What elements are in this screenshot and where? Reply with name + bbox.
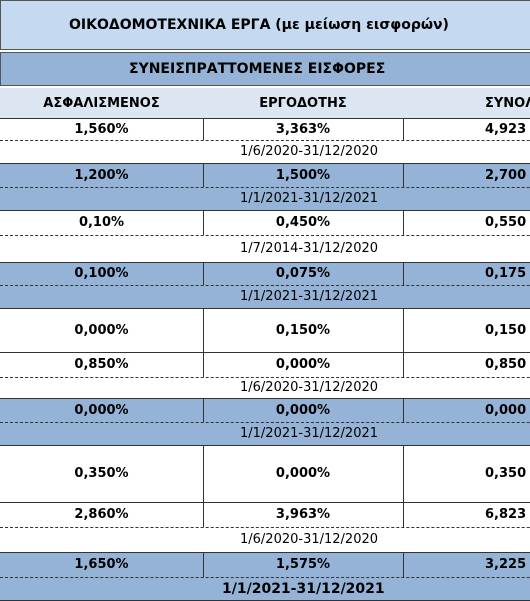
value-cell: 0,100% (74, 266, 129, 281)
value-cell: 0,550 (485, 215, 527, 230)
column-border (403, 398, 404, 422)
column-header: ΣΥΝΟΛ (485, 95, 530, 111)
value-cell: 4,923 (485, 121, 527, 137)
period-cell: 1/1/2021-31/12/2021 (240, 426, 379, 441)
period-cell: 1/1/2021-31/12/2021 (240, 191, 379, 206)
value-cell: 1,575% (275, 557, 331, 572)
row-border (0, 552, 530, 553)
value-cell: 0,000% (74, 402, 129, 418)
column-border (203, 352, 204, 377)
row-border (0, 445, 530, 446)
value-cell: 0,850% (74, 357, 129, 372)
column-border (203, 552, 204, 577)
column-border (403, 118, 404, 140)
row-background (0, 163, 530, 210)
column-border (403, 210, 404, 235)
row-background (0, 445, 530, 502)
column-border (403, 552, 404, 577)
column-header: ΑΣΦΑΛΙΣΜΕΝΟΣ (43, 95, 160, 111)
table-title: ΟΙΚΟΔΟΜΟΤΕΧΝΙΚΑ ΕΡΓΑ (με μείωση εισφορών… (0, 0, 530, 50)
row-border (0, 163, 530, 164)
row-background (0, 210, 530, 262)
row-border (0, 502, 530, 503)
header-row (0, 88, 530, 118)
value-cell: 1,500% (275, 167, 331, 183)
value-cell: 0,000 (485, 402, 527, 418)
row-background (0, 308, 530, 352)
value-cell: 0,450% (275, 215, 331, 230)
value-cell: 2,860% (74, 507, 129, 522)
dashed-separator (0, 187, 530, 188)
value-cell: 1,560% (74, 121, 129, 137)
dashed-separator (0, 235, 530, 236)
value-cell: 0,075% (275, 266, 331, 281)
value-cell: 0,000% (275, 357, 331, 372)
dashed-separator (0, 377, 530, 378)
value-cell: 0,000% (74, 322, 129, 338)
value-cell: 3,963% (275, 507, 331, 522)
column-border (203, 502, 204, 527)
table-subtitle: ΣΥΝΕΙΣΠΡΑΤΤΟΜΕΝΕΣ ΕΙΣΦΟΡΕΣ (0, 52, 530, 86)
column-border (403, 308, 404, 352)
period-cell: 1/6/2020-31/12/2020 (240, 380, 379, 395)
value-cell: 0,150% (275, 322, 331, 338)
value-cell: 0,350 (485, 466, 527, 481)
row-border (0, 262, 530, 263)
value-cell: 3,363% (275, 121, 331, 137)
column-border (203, 262, 204, 285)
value-cell: 0,10% (78, 215, 125, 230)
value-cell: 0,000% (275, 466, 331, 481)
value-cell: 0,000% (275, 402, 331, 418)
period-cell: 1/1/2021-31/12/2021 (240, 289, 379, 304)
value-cell: 0,175 (485, 266, 527, 281)
value-cell: 1,650% (74, 557, 129, 572)
period-cell: 1/1/2021-31/12/2021 (222, 581, 385, 597)
row-border (0, 352, 530, 353)
value-cell: 2,700 (485, 167, 527, 183)
value-cell: 6,823 (485, 507, 527, 522)
dashed-separator (0, 527, 530, 528)
dashed-separator (0, 577, 530, 578)
value-cell: 1,200% (74, 167, 129, 183)
column-border (403, 262, 404, 285)
dashed-separator (0, 422, 530, 423)
column-border (203, 398, 204, 422)
period-cell: 1/7/2014-31/12/2020 (240, 241, 379, 256)
value-cell: 3,225 (485, 557, 527, 572)
row-border (0, 210, 530, 211)
period-cell: 1/6/2020-31/12/2020 (240, 532, 379, 547)
column-border (203, 118, 204, 140)
column-border (403, 163, 404, 187)
dashed-separator (0, 285, 530, 286)
column-border (203, 308, 204, 352)
row-background (0, 398, 530, 445)
period-cell: 1/6/2020-31/12/2020 (240, 144, 379, 159)
row-background (0, 352, 530, 398)
column-border (403, 502, 404, 527)
column-border (203, 445, 204, 502)
dashed-separator (0, 140, 530, 141)
value-cell: 0,850 (485, 357, 527, 372)
row-border (0, 308, 530, 309)
column-header: ΕΡΓΟΔΟΤΗΣ (259, 95, 347, 111)
column-border (203, 210, 204, 235)
value-cell: 0,350% (74, 466, 129, 481)
column-border (203, 163, 204, 187)
column-border (403, 445, 404, 502)
row-border (0, 398, 530, 399)
row-background (0, 552, 530, 601)
row-border (0, 118, 530, 119)
column-border (403, 352, 404, 377)
value-cell: 0,150 (485, 322, 527, 338)
